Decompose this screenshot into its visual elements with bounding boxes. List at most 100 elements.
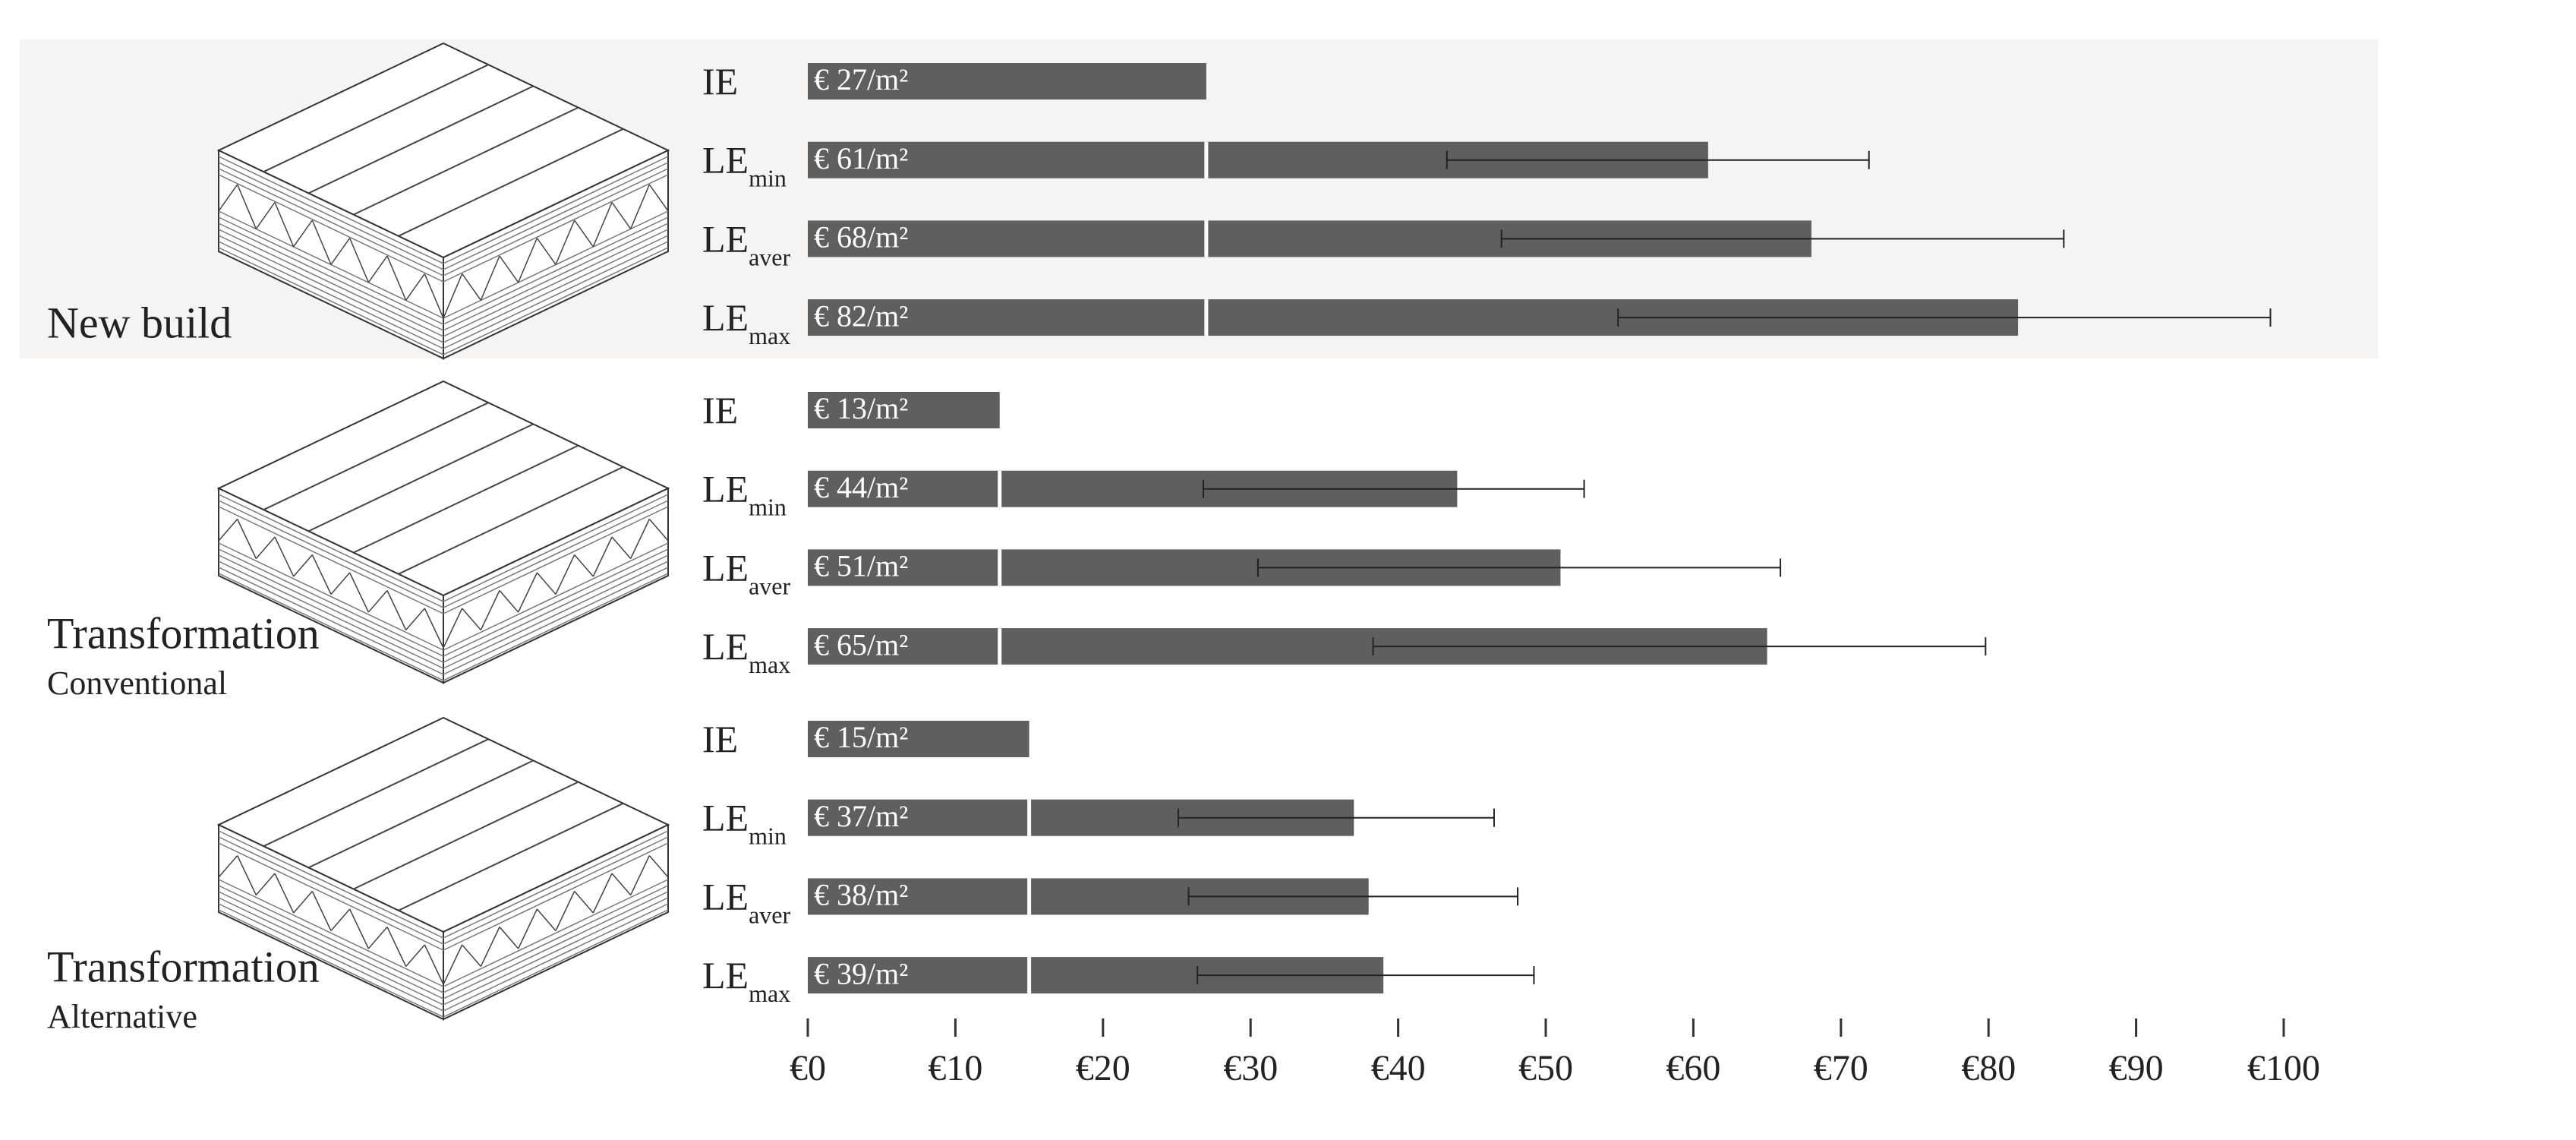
category-sub: max: [749, 651, 790, 678]
slab-truss: [424, 273, 444, 319]
category-sub: aver: [749, 902, 790, 929]
category-base: LE: [702, 139, 749, 182]
slab-layer: [218, 229, 444, 337]
slab-truss: [555, 554, 575, 595]
slab-layer: [218, 842, 444, 951]
value-label: € 51/m²: [814, 549, 908, 583]
slab-truss: [574, 219, 594, 248]
slab-truss: [592, 873, 613, 914]
illustrations: [216, 42, 670, 1021]
slab-layer: [443, 567, 669, 675]
category-label: LEmax: [702, 955, 790, 1008]
slab-board: [398, 802, 624, 911]
slab-board: [353, 106, 579, 216]
slab-layer: [443, 573, 669, 681]
slab-truss: [480, 927, 500, 967]
value-label: € 13/m²: [814, 391, 908, 425]
category-base: IE: [702, 389, 738, 431]
x-tick-label: €80: [1961, 1048, 2016, 1088]
category-label: LEaver: [702, 876, 791, 929]
category-label: IE: [702, 60, 738, 103]
category-base: IE: [702, 718, 738, 760]
slab-layer: [218, 542, 444, 651]
slab-truss: [405, 608, 425, 630]
slab-illustration: [216, 716, 670, 1021]
slab-truss: [274, 202, 295, 248]
slab-truss: [499, 590, 519, 613]
slab-layer: [218, 247, 444, 355]
slab-layer: [443, 909, 669, 1018]
slab-truss: [367, 255, 388, 283]
slab-layer: [218, 891, 444, 999]
slab-board: [307, 85, 534, 194]
category-sub: min: [749, 165, 787, 192]
slab-layer: [218, 506, 444, 614]
slab-layer: [218, 216, 444, 325]
slab-truss: [424, 944, 444, 985]
slab-layer: [218, 573, 444, 681]
value-label: € 44/m²: [814, 470, 908, 504]
category-label: IE: [702, 389, 738, 431]
slab-truss: [480, 590, 500, 630]
slab-truss: [536, 908, 557, 931]
slab-layer: [443, 554, 669, 663]
slab-truss: [592, 202, 613, 248]
slab-truss: [311, 219, 332, 265]
group-label: Transformation: [47, 942, 320, 991]
slab-truss: [462, 608, 481, 630]
category-sub: aver: [749, 244, 790, 271]
slab-truss: [274, 536, 295, 577]
category-label: LEmin: [702, 797, 787, 850]
category-base: LE: [702, 955, 749, 997]
slab-truss: [255, 536, 276, 559]
slab-layer: [443, 247, 669, 355]
slab-layer: [443, 891, 669, 999]
x-tick-label: €60: [1666, 1048, 1720, 1088]
slab-illustration: [216, 42, 670, 360]
slab-truss: [293, 891, 313, 914]
slab-layer: [218, 548, 444, 657]
value-label: € 38/m²: [814, 878, 908, 912]
slab-layer: [443, 174, 669, 283]
slab-layer: [443, 836, 669, 945]
slab-truss: [517, 572, 538, 613]
error-bar: [1372, 637, 1987, 656]
slab-truss: [574, 891, 594, 914]
slab-truss: [424, 608, 444, 649]
category-label: LEaver: [702, 218, 791, 271]
slab-truss: [348, 238, 370, 283]
slab-layer: [218, 235, 444, 343]
slab-truss: [367, 590, 388, 613]
slab-truss: [330, 908, 351, 931]
value-label: € 39/m²: [814, 956, 908, 990]
slab-layer: [218, 162, 444, 270]
category-sub: min: [749, 494, 787, 521]
slab-layer: [443, 830, 669, 939]
slab-layer: [443, 210, 669, 319]
slab-layer: [218, 567, 444, 675]
x-tick-label: €70: [1814, 1048, 1868, 1088]
group-label: New build: [47, 298, 232, 347]
slab-truss: [386, 927, 407, 967]
slab-truss: [611, 536, 632, 559]
slab-truss: [574, 554, 594, 577]
category-sub: max: [749, 322, 790, 349]
slab-layer: [218, 897, 444, 1006]
slab-truss: [517, 238, 538, 283]
slab-truss: [648, 519, 669, 542]
slab-board: [263, 402, 489, 511]
error-bar: [1500, 229, 2065, 248]
slab-board: [398, 128, 624, 237]
slab-layer: [218, 879, 444, 987]
slab-layer: [218, 223, 444, 331]
slab-layer: [443, 506, 669, 614]
slab-board: [353, 781, 579, 890]
x-tick-label: €40: [1371, 1048, 1426, 1088]
value-label: € 15/m²: [814, 720, 908, 754]
category-label: LEmin: [702, 468, 787, 521]
slab-truss: [330, 238, 351, 265]
slab-truss: [536, 238, 557, 265]
category-base: LE: [702, 797, 749, 839]
slab-layer: [443, 229, 669, 337]
slab-layer: [218, 494, 444, 602]
